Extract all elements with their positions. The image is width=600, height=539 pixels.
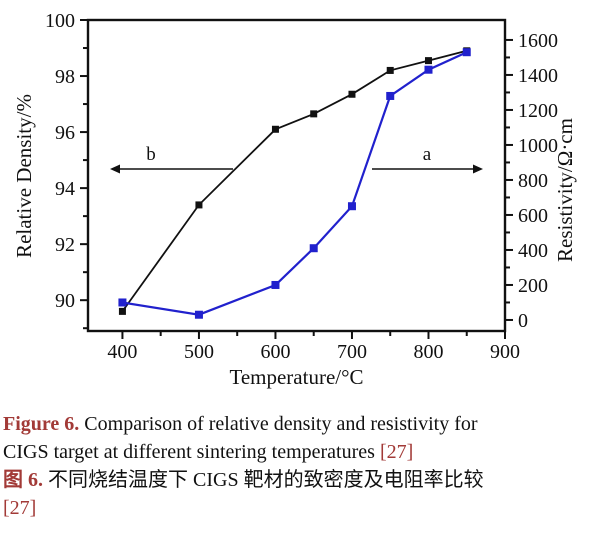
data-point-b xyxy=(424,57,432,65)
caption-line-en-1: Figure 6. Comparison of relative density… xyxy=(3,410,597,438)
caption-line-zh: 图 6. 不同烧结温度下 CIGS 靶材的致密度及电阻率比较 xyxy=(3,466,597,494)
annotation-arrow-head-b xyxy=(110,164,120,174)
left-tick-label: 90 xyxy=(55,290,75,312)
right-tick-label: 800 xyxy=(518,170,548,192)
dual-axis-line-chart: 400 500 600 700 800 9009092949698100020040060… xyxy=(12,10,577,389)
data-point-a xyxy=(271,280,280,289)
series-line-b xyxy=(121,49,467,312)
data-point-a xyxy=(309,244,318,253)
data-point-a xyxy=(347,202,356,211)
annotation-label-b: b xyxy=(146,144,156,165)
right-tick-label: 200 xyxy=(518,275,548,297)
data-point-b xyxy=(386,66,394,74)
left-tick-label: 96 xyxy=(55,122,75,144)
citation-ref-en: [27] xyxy=(379,441,414,463)
figure-number-label: Figure 6. xyxy=(3,413,80,435)
x-tick-label: 700 xyxy=(337,341,367,363)
right-tick-label: 0 xyxy=(518,310,528,332)
data-point-a xyxy=(386,91,395,100)
data-point-b xyxy=(348,90,356,98)
right-axis-title: Resistivity/Ω·cm xyxy=(553,118,577,262)
left-tick-label: 98 xyxy=(55,66,75,88)
left-tick-label: 94 xyxy=(55,178,75,200)
x-tick-label: 500 xyxy=(184,341,214,363)
x-axis-title: Temperature/°C xyxy=(229,365,363,389)
caption-text-en-1: Comparison of relative density and resis… xyxy=(84,413,478,435)
right-tick-label: 1200 xyxy=(518,100,558,122)
right-tick-label: 600 xyxy=(518,205,548,227)
data-point-b xyxy=(310,110,318,118)
data-point-a xyxy=(194,310,203,319)
caption-text-zh: 不同烧结温度下 CIGS 靶材的致密度及电阻率比较 xyxy=(48,469,484,491)
caption-text-en-2: CIGS target at different sintering tempe… xyxy=(3,441,375,463)
left-axis-title: Relative Density/% xyxy=(12,94,36,258)
figure-number-label-zh: 图 6. xyxy=(3,469,43,491)
caption-line-ref: [27] xyxy=(3,494,597,522)
right-tick-label: 1000 xyxy=(518,135,558,157)
data-point-a xyxy=(118,298,127,307)
caption-line-en-2: CIGS target at different sintering tempe… xyxy=(3,438,597,466)
x-tick-label: 800 xyxy=(413,341,443,363)
annotation-arrow-head-a xyxy=(473,164,483,174)
x-tick-label: 400 xyxy=(107,341,137,363)
plot-frame xyxy=(86,18,507,333)
series-line-a xyxy=(122,51,468,316)
right-tick-label: 400 xyxy=(518,240,548,262)
data-point-b xyxy=(118,307,126,315)
x-tick-label: 900 xyxy=(490,341,520,363)
data-point-a xyxy=(424,65,433,74)
data-point-a xyxy=(462,48,471,57)
right-tick-label: 1400 xyxy=(518,65,558,87)
data-point-b xyxy=(195,201,203,209)
annotation-label-a: a xyxy=(423,144,432,165)
left-tick-label: 100 xyxy=(45,10,75,32)
left-tick-label: 92 xyxy=(55,234,75,256)
figure-caption: Figure 6. Comparison of relative density… xyxy=(3,410,597,522)
right-tick-label: 1600 xyxy=(518,30,558,52)
data-point-b xyxy=(271,125,279,133)
chart-area: 400 500 600 700 800 900 90 92 94 96 98 100 0 200 400 60… xyxy=(12,10,577,389)
x-tick-label: 600 xyxy=(260,341,290,363)
citation-ref-zh: [27] xyxy=(3,497,37,519)
